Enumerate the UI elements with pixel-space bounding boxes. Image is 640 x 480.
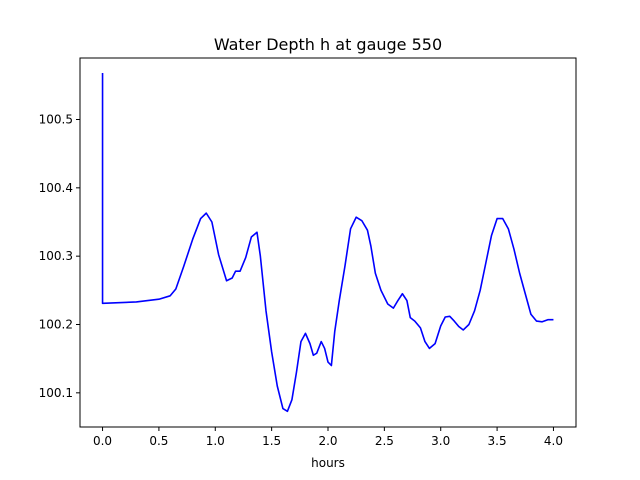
- x-tick-label: 2.5: [375, 434, 394, 448]
- y-tick-label: 100.5: [39, 113, 73, 127]
- x-tick-label: 2.0: [318, 434, 337, 448]
- x-tick-label: 3.5: [488, 434, 507, 448]
- x-tick-label: 0.0: [93, 434, 112, 448]
- series-line: [101, 73, 554, 413]
- plot-frame: [79, 57, 577, 428]
- y-tick-label: 100.4: [39, 181, 73, 195]
- x-tick-label: 1.5: [262, 434, 281, 448]
- y-tick-label: 100.1: [39, 386, 73, 400]
- x-axis-label: hours: [311, 456, 345, 470]
- x-tick-label: 4.0: [544, 434, 563, 448]
- plot-area: [101, 73, 554, 413]
- x-axis-ticks: 0.0 0.5 1.0 1.5 2.0 2.5 3.0 3.5 4.0: [93, 427, 563, 448]
- y-tick-label: 100.3: [39, 249, 73, 263]
- y-axis-ticks: 100.1 100.2 100.3 100.4 100.5: [39, 113, 80, 400]
- x-tick-label: 1.0: [206, 434, 225, 448]
- x-tick-label: 0.5: [149, 434, 168, 448]
- x-tick-label: 3.0: [431, 434, 450, 448]
- chart-title: Water Depth h at gauge 550: [214, 35, 442, 54]
- y-tick-label: 100.2: [39, 318, 73, 332]
